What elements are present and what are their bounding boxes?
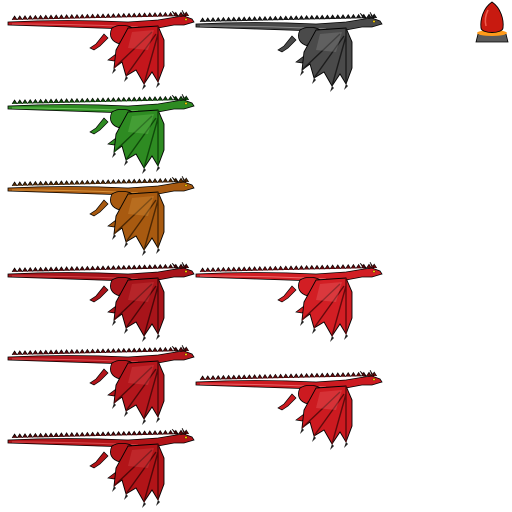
dragon-black-sprite [196,12,386,98]
dragon-red-d-sprite [196,370,386,456]
dragon-red-sprite [8,10,198,96]
dragon-red-b-sprite [196,262,386,348]
dragon-crimson-c-sprite [8,345,198,431]
dragon-green-sprite [8,94,198,180]
dragon-crimson-a-sprite [8,262,198,348]
dragon-egg-icon [474,0,510,44]
dragon-bronze-sprite [8,176,198,262]
dragon-crimson-e-sprite [8,428,198,512]
